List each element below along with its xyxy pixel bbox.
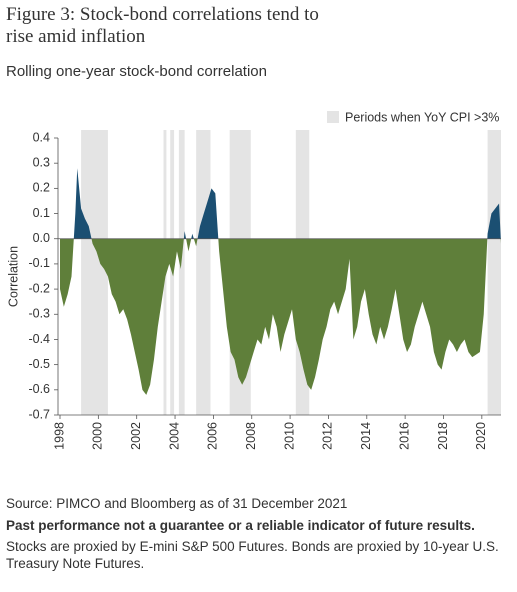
disclaimer: Past performance not a guarantee or a re… [6,518,475,533]
correlation-area [60,168,501,395]
y-tick-label: -0.5 [28,357,50,371]
note: Stocks are proxied by E-mini S&P 500 Fut… [6,539,499,571]
y-tick-label: 0.0 [33,231,50,245]
shaded-period [178,130,185,415]
chart: Periods when YoY CPI >3% 0.4 0.3 0.2 0.1 0.0 -… [6,110,501,450]
y-tick-label: -0.3 [28,307,50,321]
x-tick-label: 2018 [436,422,450,450]
shaded-period [81,130,108,415]
chart-title: Figure 3: Stock-bond correlations tend t… [6,4,319,47]
y-tick-label: 0.4 [33,130,50,144]
y-tick-label: -0.6 [28,382,50,396]
x-tick-label: 2020 [474,422,488,450]
x-tick-label: 1998 [52,422,66,450]
x-tick-label: 2008 [244,422,258,450]
x-tick-label: 2006 [206,422,220,450]
x-tick-label: 2004 [167,422,181,450]
x-tick-label: 2000 [91,422,105,450]
y-tick-label: -0.1 [28,256,50,270]
y-tick-label: 0.3 [33,155,50,169]
shaded-period [196,130,211,415]
legend-label: Periods when YoY CPI >3% [345,110,499,124]
legend-swatch [327,111,339,123]
y-tick-label: -0.2 [28,281,50,295]
x-tick-label: 2014 [359,422,373,450]
y-tick-label: -0.7 [28,407,50,421]
y-axis-label: Correlation [6,246,20,307]
y-tick-label: -0.4 [28,332,50,346]
chart-subtitle: Rolling one-year stock-bond correlation [6,63,267,80]
x-tick-label: 2002 [129,422,143,450]
shaded-period [487,130,501,415]
source: Source: PIMCO and Bloomberg as of 31 Dec… [6,496,348,511]
y-tick-label: 0.2 [33,181,50,195]
x-tick-label: 2010 [282,422,296,450]
x-tick-label: 2016 [397,422,411,450]
y-tick-label: 0.1 [33,206,50,220]
x-tick-label: 2012 [321,422,335,450]
